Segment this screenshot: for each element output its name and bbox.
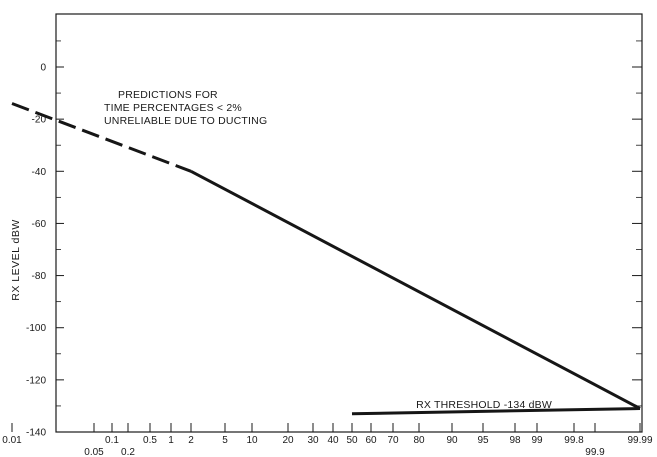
x-tick-label: 0.2 (121, 447, 135, 457)
x-tick-label: 80 (413, 435, 425, 446)
x-tick-label: 95 (477, 435, 489, 446)
series-line-1 (11, 102, 192, 173)
x-tick-label: 0.01 (2, 435, 22, 446)
x-tick-label: 20 (282, 435, 294, 446)
annotation-line: PREDICTIONS FOR (118, 89, 218, 101)
x-tick-label: 0.05 (84, 447, 104, 457)
x-tick-label: 30 (307, 435, 319, 446)
plot-frame (55, 13, 643, 433)
y-axis-label: RX LEVEL dBW (10, 219, 22, 300)
x-tick-label: 0.5 (143, 435, 157, 446)
series-line-3 (351, 407, 641, 416)
y-tick-label: -20 (32, 115, 47, 126)
x-tick-label: 99.9 (585, 447, 605, 457)
x-tick-label: 1 (168, 435, 174, 446)
series-line-2 (190, 169, 641, 410)
annotation-ducting: PREDICTIONS FOR TIME PERCENTAGES < 2% UNRE… (104, 89, 267, 127)
y-tick-label: -40 (32, 167, 47, 178)
x-tick-label: 99.8 (564, 435, 584, 446)
x-tick-label: 90 (446, 435, 458, 446)
x-tick-label: 60 (365, 435, 377, 446)
x-tick-label: 5 (222, 435, 228, 446)
annotations: PREDICTIONS FOR TIME PERCENTAGES < 2% UNRE… (104, 89, 552, 411)
y-axis: 0 -20 -40 -60 -80 -100 -120 -140 (26, 40, 642, 439)
x-tick-label: 99.99 (627, 435, 652, 446)
y-tick-label: -120 (26, 375, 46, 386)
x-tick-label: 0.1 (105, 435, 119, 446)
x-tick-label: 70 (387, 435, 399, 446)
y-tick-label: -80 (32, 271, 47, 282)
series-group (11, 102, 641, 416)
annotation-rx-threshold: RX THRESHOLD -134 dBW (416, 399, 552, 411)
y-tick-label: 0 (40, 63, 46, 74)
y-tick-label: -100 (26, 323, 46, 334)
x-tick-label: 98 (509, 435, 521, 446)
x-tick-label: 2 (188, 435, 194, 446)
x-tick-label: 10 (246, 435, 258, 446)
x-axis: 0.01 0.050.10.2 0.5 1 2 5 10 20 30 40 50 60 70 80 90 95… (2, 423, 653, 457)
annotation-line: UNRELIABLE DUE TO DUCTING (104, 115, 267, 127)
y-tick-label: -140 (26, 428, 46, 439)
annotation-line: TIME PERCENTAGES < 2% (104, 102, 242, 114)
y-tick-label: -60 (32, 219, 47, 230)
x-tick-label: 99 (531, 435, 543, 446)
x-tick-label: 50 (346, 435, 358, 446)
x-tick-label: 40 (327, 435, 339, 446)
